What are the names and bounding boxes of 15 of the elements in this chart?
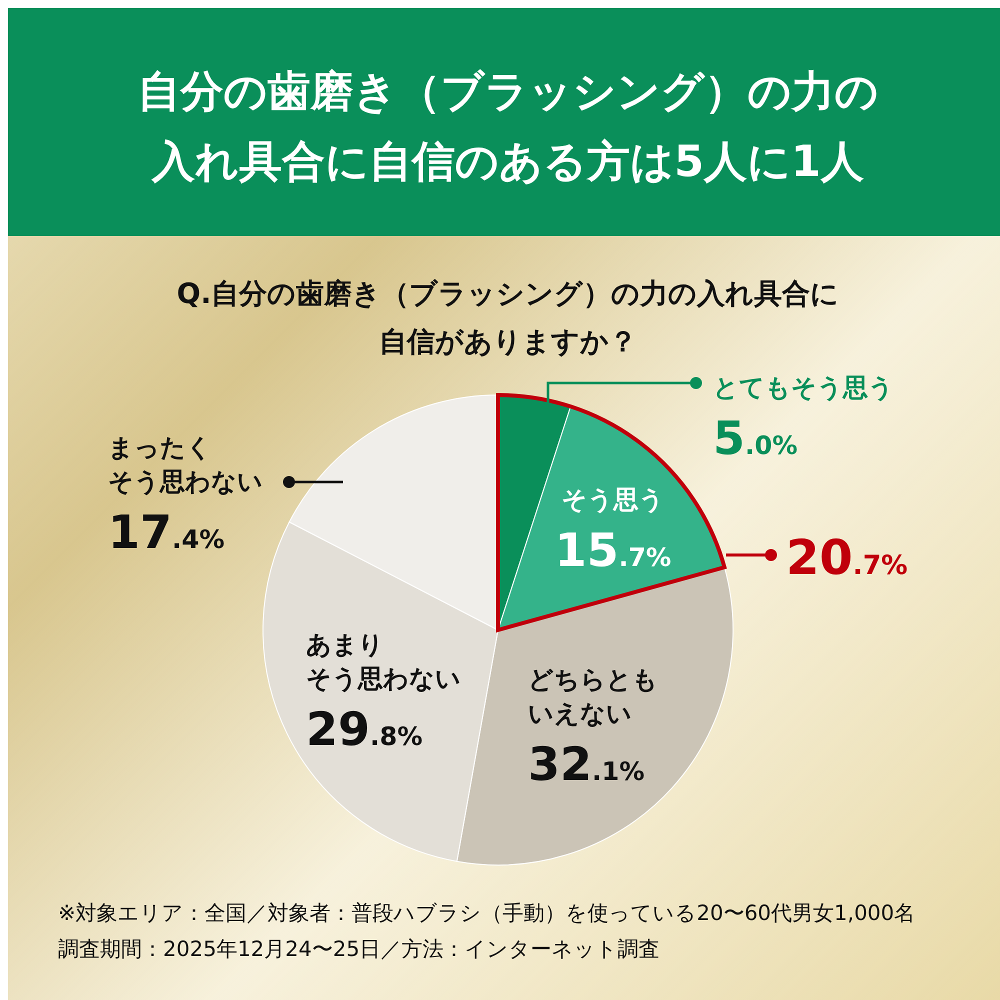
data-label: 15.7% <box>554 523 672 577</box>
slice-label: どちらともいえない <box>528 665 658 728</box>
text: 20.7% <box>786 530 908 586</box>
slice-label: そう思う <box>562 485 664 514</box>
data-label: 29.8% <box>306 702 423 756</box>
data-label: 5.0% <box>713 411 798 465</box>
text: ※対象エリア：全国／対象者：普段ハブラシ（手動）を使っている20〜60代男女1,000名 <box>58 901 916 925</box>
text: 調査期間：2025年12月24〜25日／方法：インターネット調査 <box>58 937 660 961</box>
chart-title: 自分の歯磨き（ブラッシング）の力の入れ具合に自信のある方は5人に1人 <box>138 67 878 187</box>
chart-subtitle: Q.自分の歯磨き（ブラッシング）の力の入れ具合に自信がありますか？ <box>176 277 840 358</box>
data-label: 32.1% <box>528 737 645 791</box>
slice-label: まったくそう思わない <box>108 433 263 496</box>
data-label: 17.4% <box>108 505 225 559</box>
slice-label: あまりそう思わない <box>306 630 461 693</box>
slice-label: とてもそう思う <box>713 373 894 402</box>
